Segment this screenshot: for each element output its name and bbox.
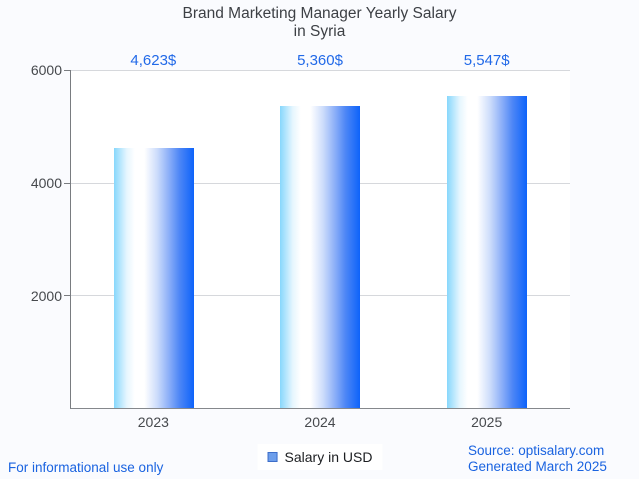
y-label-6000: 6000 [30, 62, 62, 78]
legend-label: Salary in USD [284, 449, 373, 465]
source-link[interactable]: Source: optisalary.com [468, 443, 605, 458]
y-tick-6000 [64, 70, 70, 71]
gridline-6000 [71, 70, 570, 71]
generated-date: Generated March 2025 [468, 458, 607, 474]
x-label-2025: 2025 [471, 414, 503, 430]
chart-title-line1: Brand Marketing Manager Yearly Salary [182, 5, 457, 22]
value-label-cell-2025: 5,547$ [403, 51, 570, 69]
bar-group-2023 [71, 70, 237, 408]
value-label-cell-2023: 4,623$ [70, 51, 237, 69]
y-axis-labels: 6000 4000 2000 [0, 62, 62, 409]
x-label-2023: 2023 [137, 414, 169, 430]
bar-2025[interactable] [446, 95, 527, 408]
value-label-2025: 5,547$ [463, 51, 510, 69]
legend: Salary in USD [257, 444, 383, 470]
x-label-cell-2025: 2025 [403, 414, 570, 431]
legend-swatch-icon [267, 452, 278, 462]
y-tick-2000 [64, 295, 70, 297]
y-tick-4000 [64, 182, 70, 184]
value-label-cell-2024: 5,360$ [237, 51, 404, 69]
y-label-4000: 4000 [30, 174, 62, 191]
bar-2024[interactable] [280, 106, 361, 408]
value-labels-row: 4,623$ 5,360$ 5,547$ [70, 51, 570, 69]
chart-title: Brand Marketing Manager Yearly Salary in… [0, 5, 639, 40]
x-label-2024: 2024 [304, 414, 336, 430]
bar-group-2025 [404, 70, 570, 408]
x-axis-labels: 2023 2024 2025 [70, 414, 570, 431]
chart-title-line2: in Syria [293, 22, 346, 40]
source-block: Source: optisalary.com Generated March 2… [468, 443, 607, 474]
bars-row [71, 70, 570, 408]
value-label-2023: 4,623$ [130, 51, 177, 69]
x-label-cell-2024: 2024 [237, 414, 404, 431]
disclaimer-text: For informational use only [8, 460, 164, 475]
plot-area [64, 70, 570, 409]
bar-group-2024 [237, 70, 403, 408]
x-label-cell-2023: 2023 [70, 414, 237, 431]
bar-2023[interactable] [114, 147, 195, 408]
value-label-2024: 5,360$ [297, 51, 343, 69]
y-label-2000: 2000 [30, 287, 62, 304]
